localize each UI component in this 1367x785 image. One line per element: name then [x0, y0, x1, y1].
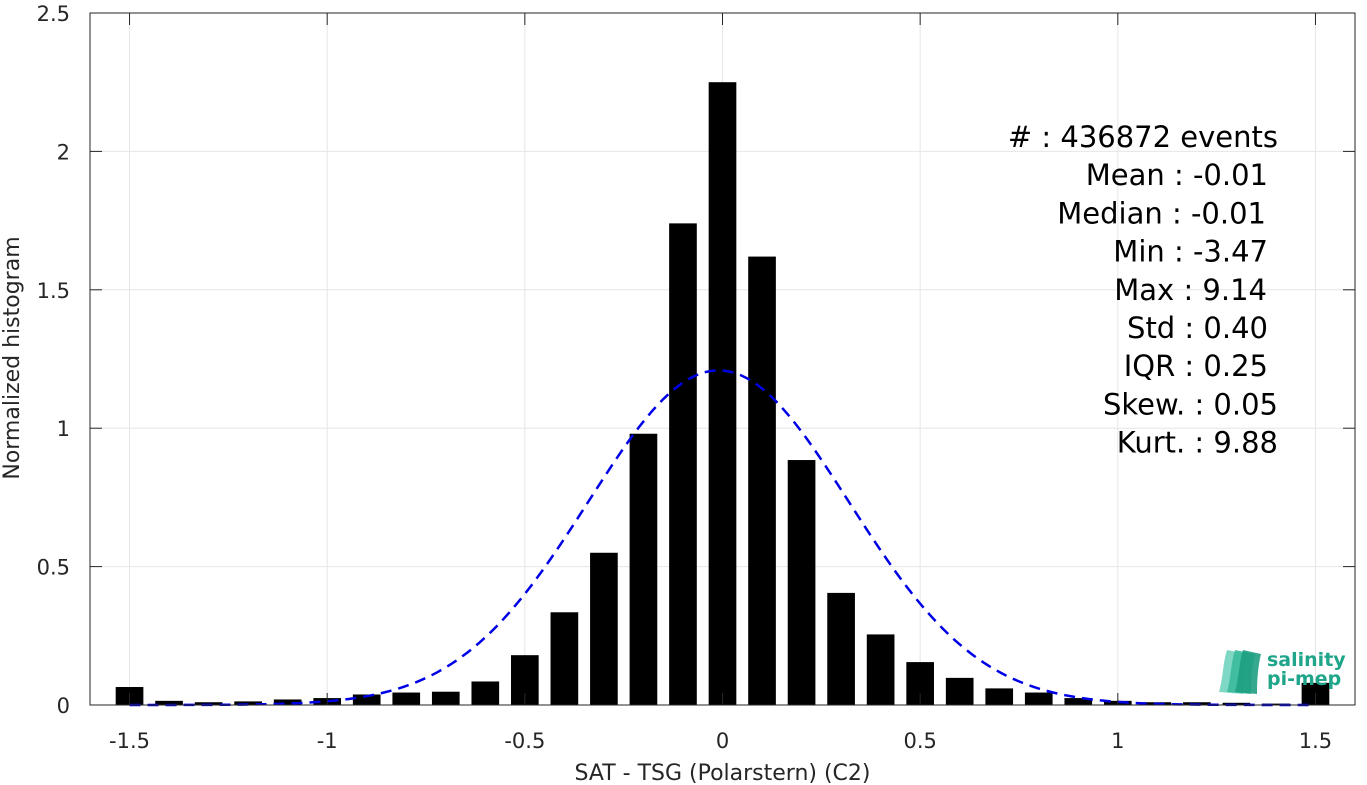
x-axis-label: SAT - TSG (Polarstern) (C2)	[574, 761, 870, 785]
histogram-bar	[431, 691, 460, 705]
histogram-bar	[155, 700, 183, 705]
histogram-bar	[1024, 692, 1053, 705]
histogram-bar	[945, 677, 974, 705]
histogram-bar	[748, 256, 776, 705]
histogram-bar	[273, 699, 302, 705]
x-tick-label: 1.5	[1299, 729, 1332, 753]
histogram-bar	[352, 694, 381, 705]
y-axis-label: Normalized histogram	[0, 236, 25, 479]
statistics-annotations: # : 436872 events Mean : -0.01 Median : -0…	[1008, 120, 1278, 460]
histogram-bar	[827, 592, 855, 705]
stat-line: Mean : -0.01	[1086, 158, 1268, 192]
histogram-bar	[708, 82, 737, 705]
y-tick-label: 1	[57, 417, 70, 441]
histogram-bar	[590, 552, 618, 705]
x-tick-label: 1	[1111, 729, 1124, 753]
stat-line: Kurt. : 9.88	[1117, 426, 1278, 460]
x-tick-label: 0.5	[903, 729, 936, 753]
histogram-bar	[234, 701, 262, 705]
x-tick-label: -1	[317, 729, 338, 753]
y-tick-label: 0.5	[37, 556, 70, 580]
stat-line: Median : -0.01	[1057, 196, 1266, 230]
stat-line: Min : -3.47	[1113, 235, 1268, 269]
histogram-bar	[669, 223, 697, 706]
histogram-bar	[985, 688, 1014, 705]
logo-text-line1: salinity	[1267, 649, 1346, 671]
stat-line: Max : 9.14	[1114, 273, 1267, 307]
stat-line: IQR : 0.25	[1124, 349, 1268, 383]
stat-line: # : 436872 events	[1008, 120, 1278, 154]
y-tick-labels: 0 0.5 1 1.5 2 2.5	[37, 2, 70, 718]
y-tick-label: 2	[57, 140, 70, 164]
histogram-bar	[629, 433, 658, 705]
histogram-bar	[392, 692, 421, 705]
histogram-bar	[550, 612, 579, 705]
histogram-bar	[866, 634, 895, 705]
y-tick-label: 0	[57, 694, 70, 718]
logo-wave-icon	[1219, 650, 1261, 694]
x-tick-labels: -1.5 -1 -0.5 0 0.5 1 1.5	[109, 729, 1332, 753]
x-tick-label: 0	[716, 729, 729, 753]
x-tick-label: -0.5	[504, 729, 545, 753]
y-tick-label: 1.5	[37, 279, 70, 303]
histogram-bar	[787, 460, 816, 705]
stat-line: Std : 0.40	[1127, 311, 1268, 345]
histogram-bar	[471, 681, 500, 705]
salinity-pi-mep-logo: salinity pi-mep	[1219, 649, 1346, 694]
axis-ticks	[90, 12, 1355, 706]
stat-line: Skew. : 0.05	[1103, 387, 1278, 421]
logo-text-line2: pi-mep	[1267, 668, 1341, 690]
x-tick-label: -1.5	[109, 729, 150, 753]
histogram-bar	[1262, 703, 1290, 705]
histogram-bar	[1064, 698, 1093, 705]
bars	[115, 82, 1330, 706]
y-tick-label: 2.5	[37, 2, 70, 26]
